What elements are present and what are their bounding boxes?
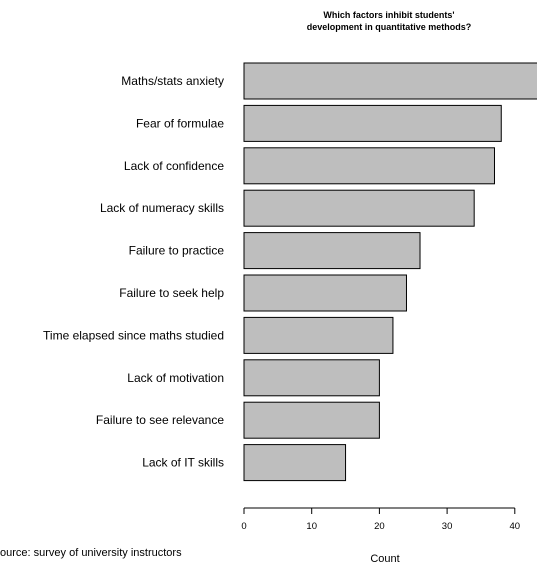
chart-title-line-2: development in quantitative methods? xyxy=(307,22,472,32)
x-tick-label: 10 xyxy=(306,521,317,532)
bar xyxy=(243,359,380,397)
category-label: Time elapsed since maths studied xyxy=(43,328,224,342)
x-tick-label: 20 xyxy=(374,521,385,532)
x-tick-label: 30 xyxy=(442,521,453,532)
category-label: Lack of confidence xyxy=(124,159,224,173)
x-axis-ticks: 0 10 20 30 40 xyxy=(241,508,520,532)
x-tick-label: 40 xyxy=(510,521,521,532)
bar xyxy=(243,444,347,482)
x-tick-label: 0 xyxy=(241,521,246,532)
x-axis-title: Count xyxy=(370,553,399,565)
category-label: Failure to practice xyxy=(129,244,225,258)
category-label: Maths/stats anxiety xyxy=(121,74,224,88)
category-label: Failure to see relevance xyxy=(96,413,224,427)
bar xyxy=(243,62,537,100)
bar xyxy=(243,104,502,142)
category-label: Lack of motivation xyxy=(127,371,224,385)
bars-group xyxy=(243,62,537,482)
source-note: ource: survey of university instructors xyxy=(0,547,182,559)
bar xyxy=(243,232,421,270)
chart-title-line-1: Which factors inhibit students' xyxy=(323,10,454,20)
category-label: Lack of IT skills xyxy=(142,456,224,470)
bar xyxy=(243,274,407,312)
category-label: Failure to seek help xyxy=(119,286,224,300)
bar xyxy=(243,147,495,185)
bar xyxy=(243,189,475,227)
bar xyxy=(243,401,380,439)
category-label: Lack of numeracy skills xyxy=(100,201,224,215)
category-label: Fear of formulae xyxy=(136,116,224,130)
bar xyxy=(243,316,394,354)
category-labels: Maths/stats anxiety Fear of formulae Lack … xyxy=(43,74,224,470)
